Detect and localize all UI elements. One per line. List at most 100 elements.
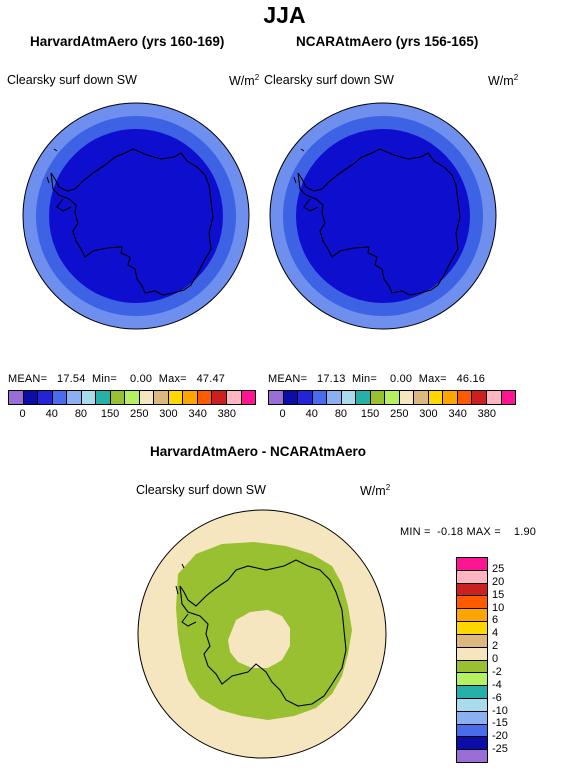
colorbar-swatch xyxy=(457,609,487,623)
peninsula xyxy=(56,198,72,212)
colorbar-tick-label: 150 xyxy=(360,408,380,420)
diff-colorbar xyxy=(456,557,488,763)
colorbar-swatch xyxy=(399,391,415,404)
colorbar-tick-label: 25 xyxy=(492,562,505,575)
colorbar-tick-label: -20 xyxy=(492,730,508,743)
diff-title: HarvardAtmAero - NCARAtmAero xyxy=(150,444,367,459)
colorbar-swatch xyxy=(457,698,487,712)
colorbar-swatch xyxy=(67,391,82,404)
colorbar-swatch xyxy=(298,391,313,404)
inner-disk xyxy=(296,129,470,303)
colorbar-swatch xyxy=(154,391,169,404)
colorbar-swatch xyxy=(457,570,487,584)
colorbar-swatch xyxy=(139,391,155,404)
colorbar-tick-label: -4 xyxy=(492,678,502,691)
colorbar-tick-label: 4 xyxy=(492,627,499,640)
colorbar-tick-label: 40 xyxy=(305,408,318,420)
colorbar-swatch xyxy=(283,391,299,404)
colorbar-swatch xyxy=(457,750,487,762)
colorbar-swatch xyxy=(9,391,24,404)
colorbar-tick-label: 0 xyxy=(279,408,286,420)
left-polar-map xyxy=(22,102,250,330)
colorbar-tick-label: 380 xyxy=(217,408,236,420)
diff-units-label: W/m2 xyxy=(360,483,391,499)
colorbar-swatch xyxy=(341,391,357,404)
right-variable-label: Clearsky surf down SW xyxy=(264,73,394,87)
inner-disk xyxy=(49,129,223,303)
colorbar-tick-label: 250 xyxy=(390,408,409,420)
colorbar-tick-label: 6 xyxy=(492,614,499,627)
colorbar-swatch xyxy=(457,634,487,648)
right-panel-title: NCARAtmAero (yrs 156-165) xyxy=(296,34,479,49)
colorbar-swatch xyxy=(183,391,198,404)
colorbar-swatch xyxy=(457,622,487,635)
colorbar-swatch xyxy=(197,391,213,404)
colorbar-swatch xyxy=(457,673,487,687)
colorbar-swatch xyxy=(457,711,487,725)
colorbar-tick-label: 340 xyxy=(448,408,467,420)
colorbar-swatch xyxy=(356,391,371,404)
left-variable-label: Clearsky surf down SW xyxy=(7,73,137,87)
colorbar-swatch xyxy=(385,391,400,404)
colorbar-swatch xyxy=(212,391,227,404)
colorbar-tick-label: 380 xyxy=(477,408,496,420)
colorbar-tick-label: 10 xyxy=(492,601,505,614)
colorbar-swatch xyxy=(457,596,487,610)
left-panel-title: HarvardAtmAero (yrs 160-169) xyxy=(30,34,225,49)
colorbar-swatch xyxy=(457,660,487,674)
colorbar-tick-label: 80 xyxy=(334,408,348,420)
diff-island xyxy=(175,563,185,595)
colorbar-tick-label: 300 xyxy=(419,408,438,420)
colorbar-tick-label: 250 xyxy=(130,408,149,420)
left-colorbar xyxy=(8,390,256,405)
colorbar-tick-label: 2 xyxy=(492,640,499,653)
colorbar-swatch xyxy=(96,391,111,404)
colorbar-tick-label: -10 xyxy=(492,704,508,717)
colorbar-swatch xyxy=(110,391,126,404)
colorbar-swatch xyxy=(168,391,184,404)
colorbar-swatch xyxy=(457,647,487,661)
colorbar-swatch xyxy=(472,391,487,404)
right-units-label: W/m2 xyxy=(488,73,519,89)
right-colorbar xyxy=(268,390,516,405)
colorbar-swatch xyxy=(226,391,242,404)
colorbar-tick-label: -2 xyxy=(492,665,502,678)
colorbar-swatch xyxy=(457,583,487,597)
diff-variable-label: Clearsky surf down SW xyxy=(136,483,266,497)
colorbar-swatch xyxy=(457,558,487,571)
colorbar-swatch xyxy=(457,724,487,738)
peninsula xyxy=(303,198,319,212)
colorbar-swatch xyxy=(443,391,458,404)
colorbar-tick-label: 80 xyxy=(74,408,88,420)
colorbar-tick-label: 150 xyxy=(100,408,120,420)
colorbar-tick-label: 15 xyxy=(492,588,505,601)
colorbar-tick-label: -6 xyxy=(492,691,502,704)
left-stats: MEAN= 17.54 Min= 0.00 Max= 47.47 xyxy=(8,373,226,385)
colorbar-tick-label: 0 xyxy=(19,408,26,420)
island xyxy=(46,148,58,184)
colorbar-tick-label: 40 xyxy=(45,408,58,420)
colorbar-swatch xyxy=(370,391,386,404)
colorbar-swatch xyxy=(428,391,444,404)
colorbar-tick-label: 340 xyxy=(188,408,207,420)
diff-minmax: MIN = -0.18 MAX = 1.90 xyxy=(400,526,537,538)
diff-polar-map xyxy=(137,509,387,759)
colorbar-swatch xyxy=(125,391,140,404)
right-stats: MEAN= 17.13 Min= 0.00 Max= 46.16 xyxy=(268,373,486,385)
colorbar-tick-label: 0 xyxy=(492,653,499,665)
colorbar-swatch xyxy=(23,391,39,404)
colorbar-swatch xyxy=(414,391,429,404)
colorbar-swatch xyxy=(486,391,502,404)
colorbar-swatch xyxy=(457,686,487,699)
colorbar-swatch xyxy=(312,391,328,404)
diff-peninsula xyxy=(181,613,197,627)
colorbar-tick-label: 20 xyxy=(492,575,505,588)
colorbar-swatch xyxy=(327,391,342,404)
antarctica-coastline xyxy=(179,559,347,707)
colorbar-swatch xyxy=(241,391,256,404)
colorbar-swatch xyxy=(38,391,53,404)
diff-anomaly-region xyxy=(176,542,352,720)
left-units-label: W/m2 xyxy=(229,73,260,89)
island xyxy=(293,148,305,184)
right-polar-map xyxy=(269,102,497,330)
